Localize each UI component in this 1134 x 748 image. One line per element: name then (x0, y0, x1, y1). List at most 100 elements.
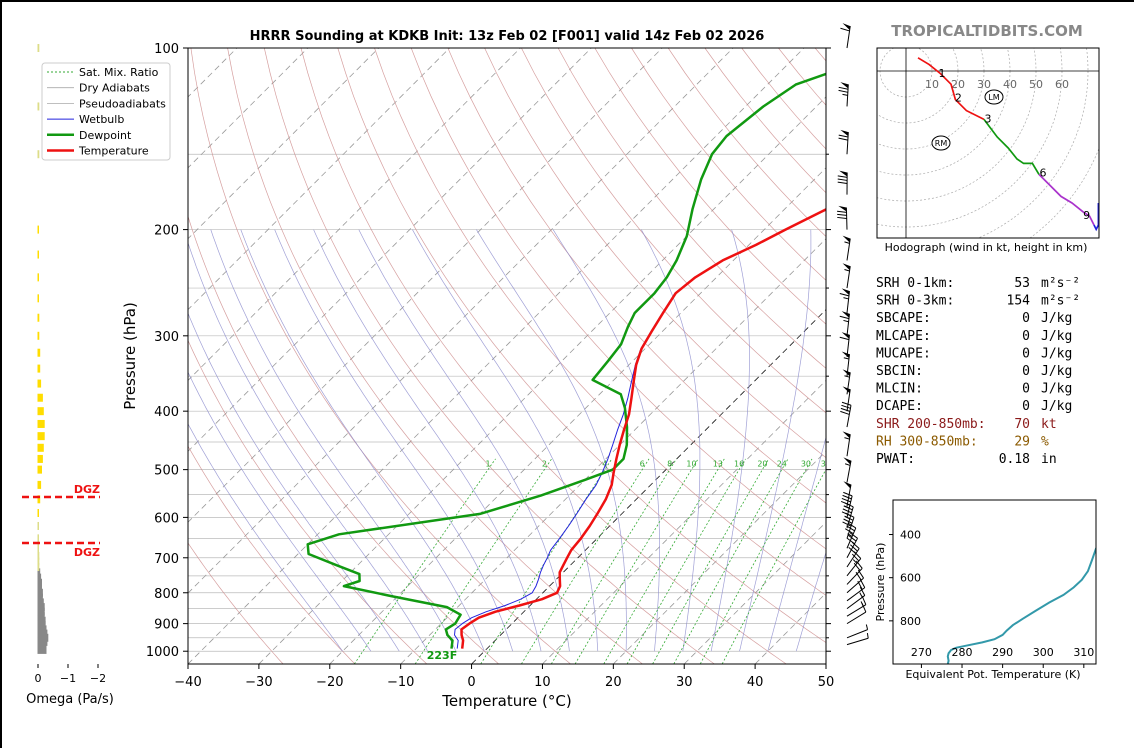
wind-barb (839, 332, 850, 357)
barb-half (844, 375, 850, 378)
omega-bar (37, 625, 47, 634)
omega-bar (37, 546, 39, 555)
wind-barb (842, 369, 851, 395)
barb-half (866, 632, 869, 639)
omega-bar (37, 557, 40, 566)
temperature-line (460, 208, 826, 649)
omega-bar (37, 598, 44, 607)
wind-barb (839, 288, 850, 314)
moist-adiabat (358, 229, 570, 652)
x-tick-label: 30 (676, 675, 693, 690)
moist-adiabat (640, 229, 701, 652)
hodograph-caption: Hodograph (wind in kt, height in km) (885, 241, 1088, 254)
barb-shaft (846, 548, 860, 568)
dry-adiabat (227, 48, 643, 664)
y-tick-label: 400 (154, 405, 179, 420)
barb-flag (841, 332, 850, 339)
storm-motion-label: LM (988, 93, 999, 102)
stat-value: 29 (1014, 434, 1030, 449)
omega-x-label: Omega (Pa/s) (26, 692, 114, 707)
dry-adiabat (521, 48, 826, 414)
barb-shaft (846, 26, 851, 49)
moist-adiabat (240, 229, 485, 652)
barb-shaft (846, 238, 851, 261)
barb-full (853, 562, 861, 571)
y-tick-label: 300 (154, 330, 179, 345)
hodo-trace (1038, 173, 1095, 226)
x-tick-label: −40 (174, 675, 201, 690)
omega-bar (37, 588, 43, 597)
wind-barb (846, 532, 858, 559)
mix-ratio-label: 1 (485, 460, 490, 469)
barb-shaft (846, 558, 862, 577)
hodo-trace (917, 57, 985, 121)
omega-bar (37, 633, 49, 642)
stat-unit: J/kg (1041, 329, 1072, 344)
isotherm (542, 379, 826, 664)
mix-ratio-line (574, 458, 699, 664)
barb-full (841, 404, 851, 409)
barb-shaft (846, 405, 852, 428)
hodo-ring-label: 30 (977, 78, 991, 91)
barb-full (857, 569, 864, 579)
theta-x-label: Equivalent Pot. Temperature (K) (905, 668, 1080, 681)
x-tick-label: 40 (747, 675, 764, 690)
omega-bar (37, 607, 45, 616)
barb-half (844, 269, 850, 272)
barb-flag (841, 351, 850, 359)
barb-flag (840, 129, 849, 137)
dry-adiabat (337, 48, 826, 644)
dry-adiabat (778, 48, 826, 106)
mix-ratio-line (521, 458, 650, 664)
omega-bar (37, 44, 40, 52)
barb-full (855, 560, 863, 569)
legend-entry: Dry Adiabats (79, 82, 150, 95)
dgz-label-bottom: DGZ (74, 546, 100, 559)
mix-ratio-label: 24 (777, 460, 787, 469)
dry-adiabat (374, 48, 826, 596)
barb-full (853, 551, 862, 559)
theta-x-tick-label: 280 (952, 646, 973, 659)
wind-barb (837, 170, 848, 195)
stat-unit: J/kg (1041, 382, 1072, 397)
x-tick-label: −20 (316, 675, 343, 690)
barb-flag (843, 457, 852, 465)
theta-e-line (946, 546, 1096, 664)
stat-label: SRH 0-1km: (876, 276, 954, 291)
omega-bar (37, 313, 40, 322)
barb-flag (843, 481, 852, 489)
theta-y-tick-label: 800 (900, 615, 921, 628)
mix-ratio-label: 20 (757, 460, 767, 469)
y-tick-label: 100 (154, 42, 179, 57)
wind-barb (846, 603, 867, 625)
stat-value: 0 (1022, 311, 1030, 326)
mix-ratio-line (414, 458, 552, 664)
omega-bar (37, 578, 42, 587)
surface-label: 223F (427, 649, 457, 662)
theta-e-panel: 270 280 290 300 310 400 600 800 Equivalent Pot.… (874, 499, 1097, 681)
skewt-legend: Sat. Mix. Ratio Dry Adiabats Pseudoadiabat… (41, 62, 171, 161)
omega-bar (37, 225, 39, 234)
mix-ratio-line (626, 458, 746, 664)
omega-bar (37, 534, 39, 543)
x-tick-label: −30 (245, 675, 272, 690)
moist-adiabat (767, 435, 826, 652)
barb-full (844, 502, 854, 508)
barb-full (844, 515, 854, 521)
mix-ratio-label: 4 (602, 460, 607, 469)
hodo-height-label: 2 (955, 92, 962, 105)
barb-full (837, 210, 847, 213)
barb-shaft (846, 266, 851, 289)
stat-unit: J/kg (1041, 346, 1072, 361)
omega-bar (37, 419, 45, 428)
barb-full (851, 553, 860, 562)
hodo-ring-label: 60 (1055, 78, 1069, 91)
omega-bar (37, 612, 45, 621)
hodo-trace (1093, 203, 1099, 232)
barb-shaft (846, 484, 852, 507)
barb-full (838, 86, 849, 90)
stat-label: SHR 200-850mb: (876, 417, 986, 432)
barb-full (838, 134, 849, 138)
isotherm (683, 521, 826, 664)
